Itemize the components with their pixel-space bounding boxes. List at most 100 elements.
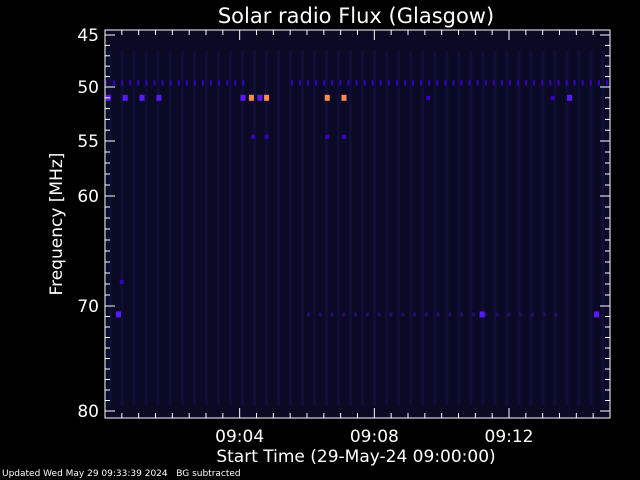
band-dash — [581, 80, 584, 86]
band-dash — [557, 80, 560, 86]
time-streak — [313, 50, 316, 406]
burst-pixel — [567, 94, 573, 101]
faint-burst — [554, 312, 558, 317]
faint-burst — [448, 312, 452, 317]
faint-burst — [472, 312, 475, 317]
band-dash — [517, 80, 520, 86]
time-streak — [349, 50, 353, 406]
band-dash — [395, 80, 398, 86]
x-axis-label: Start Time (29-May-24 09:00:00) — [216, 447, 495, 467]
time-streak — [409, 50, 413, 406]
band-dash — [436, 80, 439, 86]
band-dash — [161, 80, 164, 86]
band-dash — [541, 80, 544, 86]
burst-pixel — [550, 95, 555, 100]
burst-pixel — [251, 134, 256, 139]
time-streak — [240, 50, 244, 406]
band-dash — [290, 80, 293, 86]
time-streak — [385, 50, 389, 406]
band-dash — [218, 80, 221, 86]
updated-timestamp: Updated Wed May 29 09:33:39 2024 — [2, 469, 168, 479]
time-streak — [192, 50, 196, 406]
faint-burst — [436, 312, 440, 317]
y-tick-label: 60 — [77, 187, 99, 207]
band-dash — [460, 80, 463, 86]
faint-burst — [330, 312, 334, 317]
faint-burst — [507, 312, 511, 317]
y-tick-label: 70 — [77, 297, 99, 317]
band-dash — [428, 80, 431, 86]
time-streak — [361, 50, 365, 406]
time-streak — [216, 50, 220, 406]
time-streak — [469, 50, 473, 406]
burst-pixel — [325, 134, 330, 139]
band-dash — [347, 80, 350, 86]
band-dash — [137, 80, 140, 86]
time-streak — [481, 50, 485, 406]
burst-pixel — [342, 134, 346, 139]
axes: 45 50 55 60 70 80 09:04 09:08 09:12 — [77, 26, 610, 447]
time-streak — [108, 50, 112, 406]
y-tick-label: 80 — [77, 402, 99, 422]
band-dash — [387, 80, 390, 86]
band-dash — [226, 80, 229, 86]
band-dash — [476, 80, 479, 86]
band-dash — [606, 80, 608, 86]
time-streak — [421, 50, 425, 406]
band-dash — [420, 80, 423, 86]
time-streak — [553, 50, 557, 406]
band-dash — [565, 80, 568, 86]
time-streak — [180, 50, 184, 406]
band-dash — [468, 80, 471, 86]
burst-pixel — [479, 311, 485, 318]
time-streak — [276, 50, 280, 406]
time-streak — [493, 50, 497, 406]
band-dash — [145, 80, 148, 86]
time-streak — [168, 50, 172, 406]
time-streak — [144, 50, 148, 406]
time-streak — [289, 50, 292, 406]
time-streak — [373, 50, 377, 406]
band-dash — [210, 80, 212, 86]
band-dash — [589, 80, 592, 86]
time-streak — [337, 50, 341, 406]
band-dash — [113, 80, 116, 86]
y-tick-label: 50 — [77, 78, 99, 98]
spectrogram-background — [105, 30, 610, 418]
burst-pixel — [119, 279, 124, 284]
faint-burst — [307, 312, 310, 317]
time-streak — [589, 50, 593, 406]
time-streak — [264, 50, 268, 406]
band-dash — [500, 80, 503, 86]
time-streak — [204, 50, 208, 406]
time-streak — [252, 50, 256, 406]
band-dash — [597, 80, 600, 86]
burst-pixel — [594, 311, 599, 318]
band-dash — [371, 80, 374, 86]
burst-pixel — [341, 94, 347, 101]
time-streak — [601, 50, 605, 406]
time-streak — [433, 50, 437, 406]
y-axis-label: Frequency [MHz] — [47, 153, 67, 296]
burst-pixel — [122, 94, 128, 101]
time-streak — [565, 50, 569, 406]
faint-burst — [342, 312, 346, 317]
burst-pixel — [248, 94, 254, 101]
band-dash — [533, 80, 536, 86]
time-streak — [301, 50, 304, 406]
band-dash — [323, 80, 326, 86]
band-dash — [509, 80, 511, 86]
faint-burst — [424, 312, 428, 317]
time-streak — [132, 50, 136, 406]
band-dash — [307, 80, 309, 86]
faint-burst — [354, 312, 358, 317]
time-streak — [529, 50, 533, 406]
spectrogram-plot-area — [105, 30, 610, 418]
band-dash — [339, 80, 342, 86]
band-dash — [202, 80, 204, 86]
faint-burst — [460, 312, 464, 317]
band-dash — [242, 80, 245, 86]
faint-burst — [519, 312, 523, 317]
burst-pixel — [257, 94, 263, 101]
